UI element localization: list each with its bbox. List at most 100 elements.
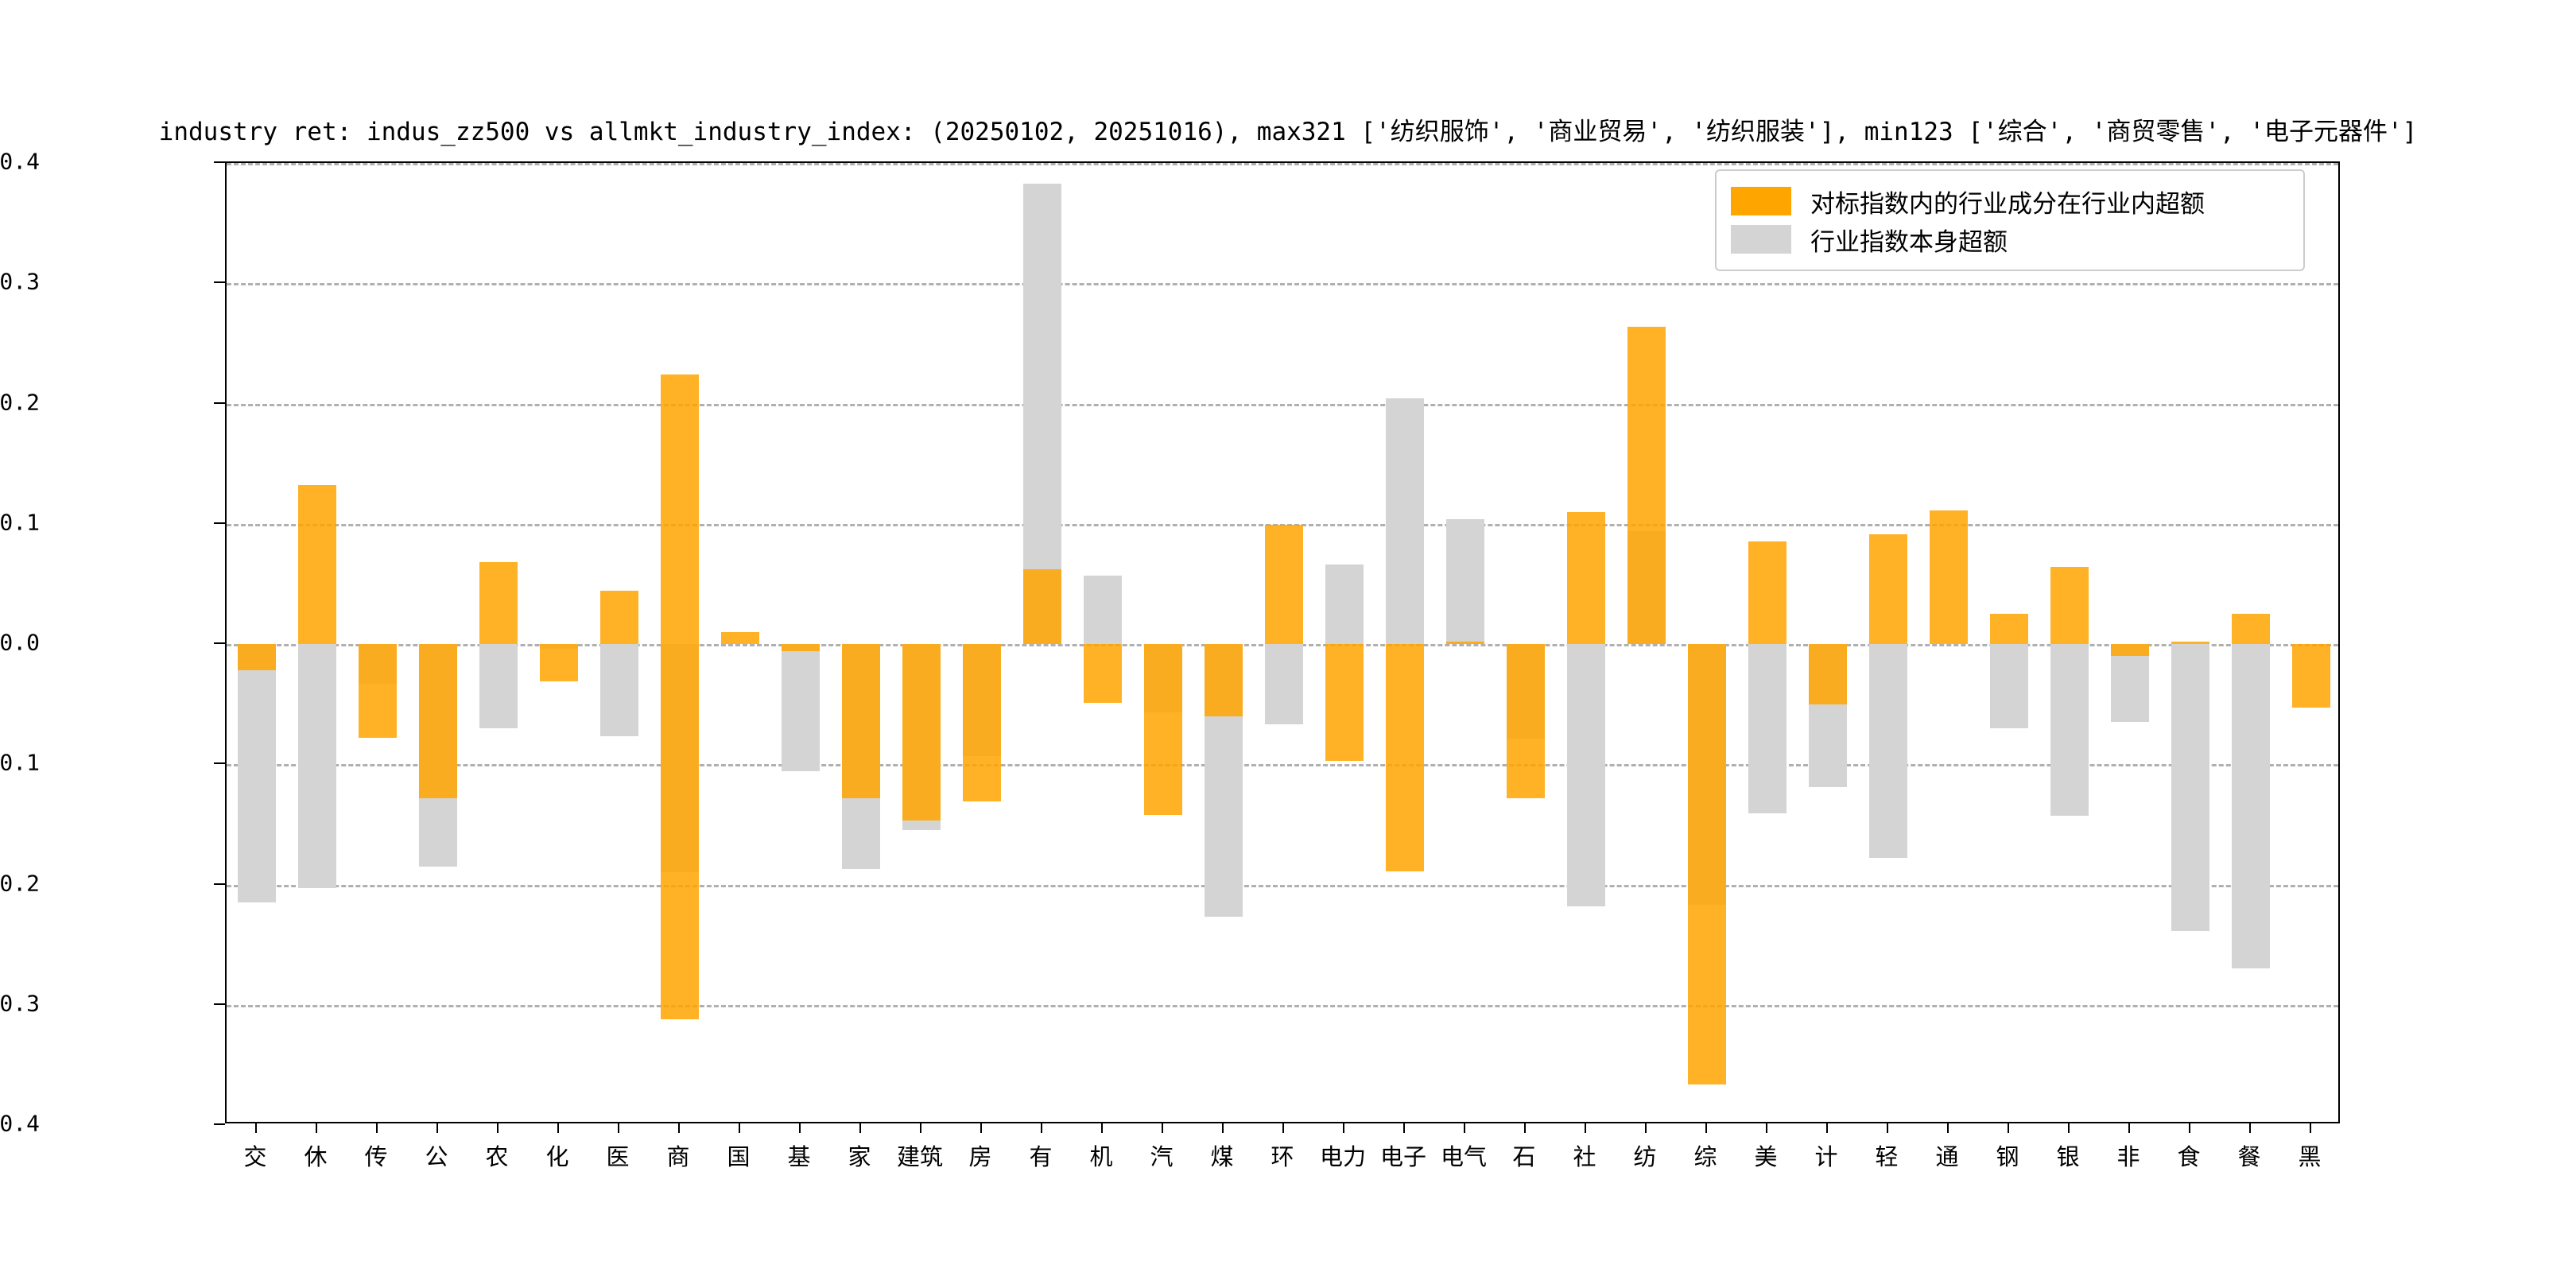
bar-gray bbox=[2050, 644, 2089, 817]
x-tick-label: 银 bbox=[2056, 1143, 2080, 1170]
x-tick-mark bbox=[1705, 1123, 1707, 1133]
bar-orange bbox=[2111, 644, 2149, 657]
x-tick-label: 煤 bbox=[1210, 1143, 1234, 1170]
x-tick-label: 电子 bbox=[1379, 1143, 1426, 1170]
bar-gray bbox=[1446, 518, 1484, 644]
x-tick-mark bbox=[980, 1123, 982, 1133]
y-tick-label: 0.4 bbox=[0, 148, 40, 175]
x-tick-label: 建筑 bbox=[896, 1143, 943, 1170]
x-tick-mark bbox=[376, 1123, 378, 1133]
x-tick-label: 电力 bbox=[1319, 1143, 1366, 1170]
x-tick-mark bbox=[1403, 1123, 1405, 1133]
bar-orange bbox=[661, 374, 699, 1019]
bar-gray bbox=[298, 644, 336, 889]
x-tick-mark bbox=[2008, 1123, 2009, 1133]
gridline bbox=[227, 403, 2338, 406]
gridline bbox=[227, 764, 2338, 767]
x-tick-mark bbox=[920, 1123, 921, 1133]
x-tick-mark bbox=[557, 1123, 559, 1133]
bar-orange bbox=[1084, 644, 1122, 704]
x-tick-mark bbox=[1645, 1123, 1647, 1133]
x-tick-mark bbox=[1826, 1123, 1828, 1133]
bar-gray bbox=[238, 644, 276, 903]
x-tick-label: 非 bbox=[2116, 1143, 2140, 1170]
bar-orange bbox=[1688, 644, 1726, 1084]
x-tick-label: 家 bbox=[848, 1143, 871, 1170]
y-tick-label: 0.1 bbox=[0, 509, 40, 536]
x-tick-label: 休 bbox=[304, 1143, 328, 1170]
bar-orange bbox=[1325, 644, 1364, 761]
y-tick-label: 0.3 bbox=[0, 268, 40, 295]
x-tick-mark bbox=[1282, 1123, 1284, 1133]
x-tick-mark bbox=[678, 1123, 680, 1133]
x-tick-mark bbox=[1101, 1123, 1103, 1133]
y-tick-label: 0.0 bbox=[0, 629, 40, 656]
y-tick-mark bbox=[214, 161, 225, 163]
y-tick-mark bbox=[214, 1003, 225, 1005]
y-tick-label: -0.1 bbox=[0, 749, 40, 776]
bar-orange bbox=[1567, 511, 1605, 644]
y-tick-mark bbox=[214, 1123, 225, 1125]
y-tick-mark bbox=[214, 642, 225, 644]
x-tick-label: 农 bbox=[485, 1143, 509, 1170]
legend-item-gray: 行业指数本身超额 bbox=[1731, 220, 2289, 258]
bar-orange bbox=[2050, 567, 2089, 644]
bar-orange bbox=[1023, 569, 1061, 644]
bar-gray bbox=[1023, 183, 1061, 644]
x-tick-mark bbox=[1947, 1123, 1949, 1133]
x-tick-label: 综 bbox=[1693, 1143, 1717, 1170]
x-tick-label: 轻 bbox=[1875, 1143, 1899, 1170]
legend-item-orange: 对标指数内的行业成分在行业内超额 bbox=[1731, 182, 2289, 220]
bar-gray bbox=[2111, 644, 2149, 723]
x-tick-label: 社 bbox=[1573, 1143, 1596, 1170]
plot-inner bbox=[227, 163, 2338, 1122]
bar-orange bbox=[782, 644, 820, 652]
gridline bbox=[227, 884, 2338, 887]
bar-gray bbox=[1748, 644, 1787, 814]
x-tick-mark bbox=[2310, 1123, 2311, 1133]
bar-orange bbox=[963, 644, 1001, 802]
x-tick-label: 化 bbox=[545, 1143, 569, 1170]
bar-orange bbox=[419, 644, 457, 798]
bar-orange bbox=[1748, 541, 1787, 644]
x-tick-label: 环 bbox=[1271, 1143, 1294, 1170]
x-tick-mark bbox=[2189, 1123, 2190, 1133]
x-tick-mark bbox=[739, 1123, 740, 1133]
bar-orange bbox=[1869, 534, 1907, 644]
x-tick-mark bbox=[497, 1123, 499, 1133]
bar-gray bbox=[782, 644, 820, 772]
x-tick-label: 医 bbox=[606, 1143, 630, 1170]
x-tick-mark bbox=[436, 1123, 438, 1133]
x-tick-label: 国 bbox=[727, 1143, 751, 1170]
legend-label-gray: 行业指数本身超额 bbox=[1810, 227, 2008, 257]
bar-orange bbox=[902, 644, 941, 821]
x-tick-label: 交 bbox=[243, 1143, 267, 1170]
x-tick-mark bbox=[1887, 1123, 1888, 1133]
x-tick-mark bbox=[618, 1123, 619, 1133]
bar-orange bbox=[1930, 510, 1968, 644]
x-tick-label: 汽 bbox=[1150, 1143, 1174, 1170]
bar-orange bbox=[1265, 525, 1303, 644]
bar-orange bbox=[2171, 641, 2209, 644]
bar-gray bbox=[2171, 644, 2209, 932]
x-tick-label: 纺 bbox=[1633, 1143, 1657, 1170]
x-tick-label: 有 bbox=[1029, 1143, 1053, 1170]
x-tick-label: 商 bbox=[666, 1143, 690, 1170]
x-tick-mark bbox=[1162, 1123, 1163, 1133]
bar-gray bbox=[1567, 644, 1605, 906]
x-tick-mark bbox=[859, 1123, 861, 1133]
bar-orange bbox=[1446, 641, 1484, 644]
x-tick-mark bbox=[316, 1123, 317, 1133]
bar-gray bbox=[600, 644, 638, 737]
y-tick-mark bbox=[214, 883, 225, 885]
bar-orange bbox=[1990, 614, 2028, 644]
bar-gray bbox=[1869, 644, 1907, 859]
x-tick-label: 计 bbox=[1814, 1143, 1838, 1170]
x-tick-mark bbox=[255, 1123, 257, 1133]
y-tick-mark bbox=[214, 762, 225, 765]
x-tick-mark bbox=[799, 1123, 801, 1133]
x-tick-mark bbox=[2249, 1123, 2251, 1133]
x-tick-mark bbox=[1464, 1123, 1465, 1133]
bar-orange bbox=[1144, 644, 1182, 815]
